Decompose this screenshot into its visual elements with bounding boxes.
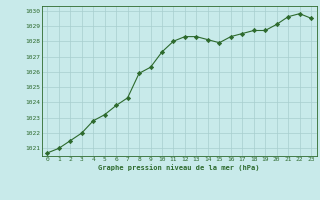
X-axis label: Graphe pression niveau de la mer (hPa): Graphe pression niveau de la mer (hPa)	[99, 164, 260, 171]
